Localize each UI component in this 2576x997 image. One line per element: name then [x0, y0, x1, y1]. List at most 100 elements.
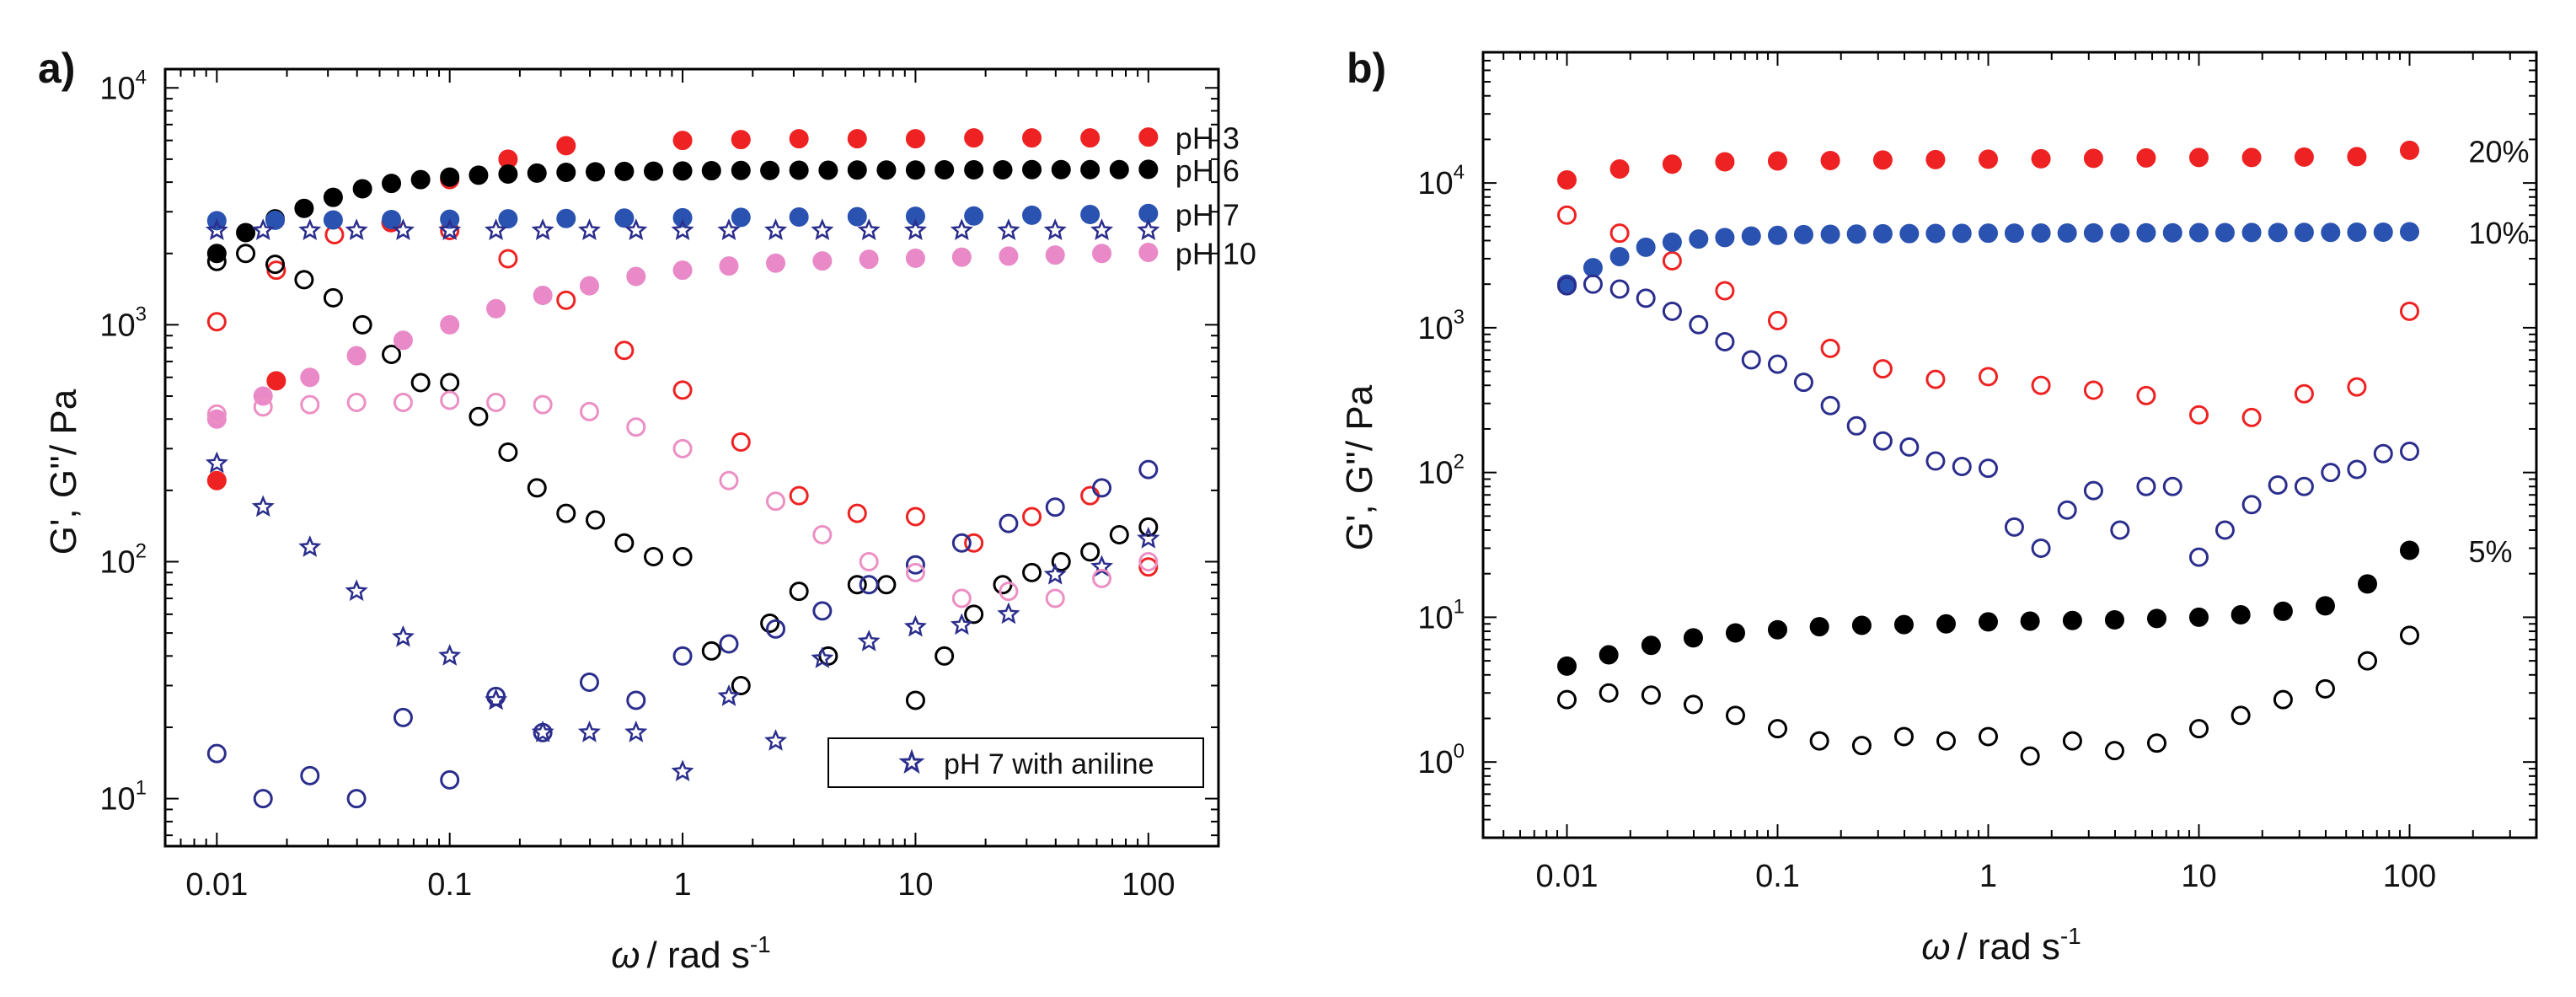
panel-b-point-5-g	[1641, 685, 1661, 705]
panel-a-point-ph-10-g	[579, 401, 599, 421]
panel-b-point-10-g	[2347, 222, 2367, 243]
panel-b-point-10-g	[2136, 222, 2156, 243]
panel-b-point-10-g	[2031, 223, 2051, 244]
panel-b-point-10-g	[1872, 431, 1893, 451]
panel-a-series-label-ph-6-g: pH 6	[1176, 153, 1240, 188]
panel-b-point-5-g	[1893, 726, 1914, 747]
panel-a-point-ph-7-g	[498, 209, 518, 229]
panel-b-point-20-g	[2136, 147, 2156, 168]
panel-b-point-10-g	[2162, 222, 2182, 243]
panel-b-point-5-g	[2146, 733, 2166, 753]
panel-a-point-ph-10-g	[300, 394, 320, 415]
panel-b-point-10-g	[2373, 222, 2393, 243]
panel-a-point-ph-6-g	[993, 159, 1013, 180]
panel-b-point-20-g	[2347, 377, 2367, 397]
panel-b-point-5-g	[2062, 610, 2082, 630]
panel-a-point-ph-10-g	[812, 524, 833, 544]
panel-a-point-ph-10-g	[719, 470, 739, 490]
panel-b-x-tick-label: 0.01	[1536, 859, 1599, 894]
panel-a-point-ph-6-g	[701, 161, 721, 181]
panel-b-point-10-g	[2294, 476, 2314, 496]
panel-a-legend: pH 7 with aniline	[827, 737, 1204, 788]
panel-a-point-ph-3-g	[1022, 507, 1042, 527]
panel-a-point-ph-7-with-aniline-g	[764, 729, 788, 751]
panel-b-point-5-g	[2315, 678, 2335, 699]
panel-b-point-10-g	[1689, 229, 1709, 249]
panel-a-point-ph-7-g	[812, 601, 833, 621]
panel-a-point-ph-3-g	[1080, 128, 1101, 148]
panel-a-point-ph-3-g	[964, 128, 984, 148]
panel-a-point-ph-10-g	[859, 249, 879, 270]
panel-a-point-ph-7-g	[614, 208, 635, 228]
panel-b-point-5-g	[1936, 614, 1956, 634]
panel-b-point-10-g	[1820, 224, 1840, 244]
panel-a-label: a)	[38, 45, 75, 92]
panel-a-point-ph-6-g	[614, 533, 635, 553]
panel-a-point-ph-10-g	[346, 393, 367, 413]
panel-b-point-20-g	[1978, 149, 1998, 169]
panel-a-frame	[163, 67, 1220, 848]
panel-b-point-20-g	[1715, 152, 1735, 172]
panel-a-point-ph-10-g	[253, 397, 273, 417]
panel-a-point-ph-7-with-aniline-g	[717, 218, 741, 241]
panel-a-y-axis-label: G', G''/ Pa	[43, 389, 84, 555]
panel-b-point-20-g	[1872, 150, 1893, 170]
panel-a-point-ph-7-g	[206, 743, 227, 764]
panel-b-point-10-g	[2188, 222, 2209, 243]
panel-a-point-ph-10-g	[393, 330, 413, 351]
panel-b-point-10-g	[1978, 458, 1998, 479]
panel-b-point-10-g	[2188, 547, 2209, 567]
panel-b-point-5-g	[1851, 736, 1872, 756]
panel-a-point-ph-7-g	[672, 207, 693, 228]
panel-a-point-ph-7-with-aniline-g	[624, 720, 648, 742]
panel-a-point-ph-7-g	[346, 789, 367, 809]
panel-b-point-5-g	[2104, 741, 2124, 761]
panel-b-point-10-g	[1899, 223, 1920, 244]
panel-b-point-10-g	[1952, 457, 1972, 477]
panel-a-y-tick-label: 104	[99, 66, 147, 106]
panel-a-point-ph-10-g	[1092, 568, 1112, 588]
panel-a-y-tick-label: 102	[99, 539, 147, 580]
panel-a-point-ph-7-with-aniline-g	[577, 218, 601, 241]
panel-b-point-5-g	[2357, 574, 2377, 594]
panel-a-point-ph-7-with-aniline-g	[251, 495, 275, 517]
panel-a-point-ph-10-g	[766, 253, 786, 273]
panel-a-point-ph-7-with-aniline-g	[205, 218, 228, 241]
panel-a-point-ph-6-g	[614, 161, 635, 181]
panel-a-point-ph-7-g	[719, 634, 739, 654]
panel-b-y-tick-label: 104	[1417, 161, 1465, 201]
panel-a-point-ph-6-g	[1051, 551, 1071, 571]
panel-a-point-ph-10-g	[440, 314, 460, 335]
panel-b-point-10-g	[2110, 222, 2130, 243]
panel-a-point-ph-7-g	[253, 789, 273, 809]
panel-b-point-5-g	[1556, 689, 1577, 710]
panel-a-point-ph-6-g	[1080, 542, 1101, 562]
panel-b-point-5-g	[1767, 619, 1787, 640]
panel-a-x-axis-label: ω / rad s-1	[611, 931, 770, 976]
panel-b-point-10-g	[2241, 495, 2262, 515]
panel-a-point-ph-10-g	[719, 256, 739, 276]
panel-a-point-ph-10-g	[579, 276, 599, 296]
panel-a-point-ph-7-g	[1092, 478, 1112, 498]
panel-b-point-20-g	[1767, 310, 1787, 330]
panel-a-point-ph-6-g	[352, 314, 372, 335]
panel-a-point-ph-7-with-aniline-g	[345, 218, 368, 240]
panel-b-point-20-g	[2347, 147, 2367, 167]
panel-a-point-ph-7-with-aniline-g	[903, 218, 927, 241]
panel-a-point-ph-7-with-aniline-g	[1137, 526, 1160, 549]
panel-b-point-5-g	[1683, 628, 1703, 648]
panel-b-point-10-g	[2347, 459, 2367, 480]
panel-a-point-ph-7-g	[905, 206, 925, 227]
panel-b-point-10-g	[1899, 437, 1920, 457]
panel-a-point-ph-6-g	[760, 160, 780, 180]
panel-a-point-ph-6-g	[644, 547, 664, 567]
panel-a-point-ph-3-g	[964, 533, 984, 553]
panel-a-point-ph-6-g	[847, 160, 867, 180]
panel-a-point-ph-7-g	[905, 555, 925, 575]
panel-b-point-10-g	[2057, 500, 2077, 520]
panel-a-point-ph-6-g	[789, 582, 809, 602]
panel-a-point-ph-7-with-aniline-g	[903, 614, 927, 637]
panel-a-point-ph-6-g	[323, 287, 343, 308]
panel-a-x-axis-symbol: ω	[611, 935, 640, 976]
panel-a-point-ph-10-g	[1138, 551, 1159, 571]
